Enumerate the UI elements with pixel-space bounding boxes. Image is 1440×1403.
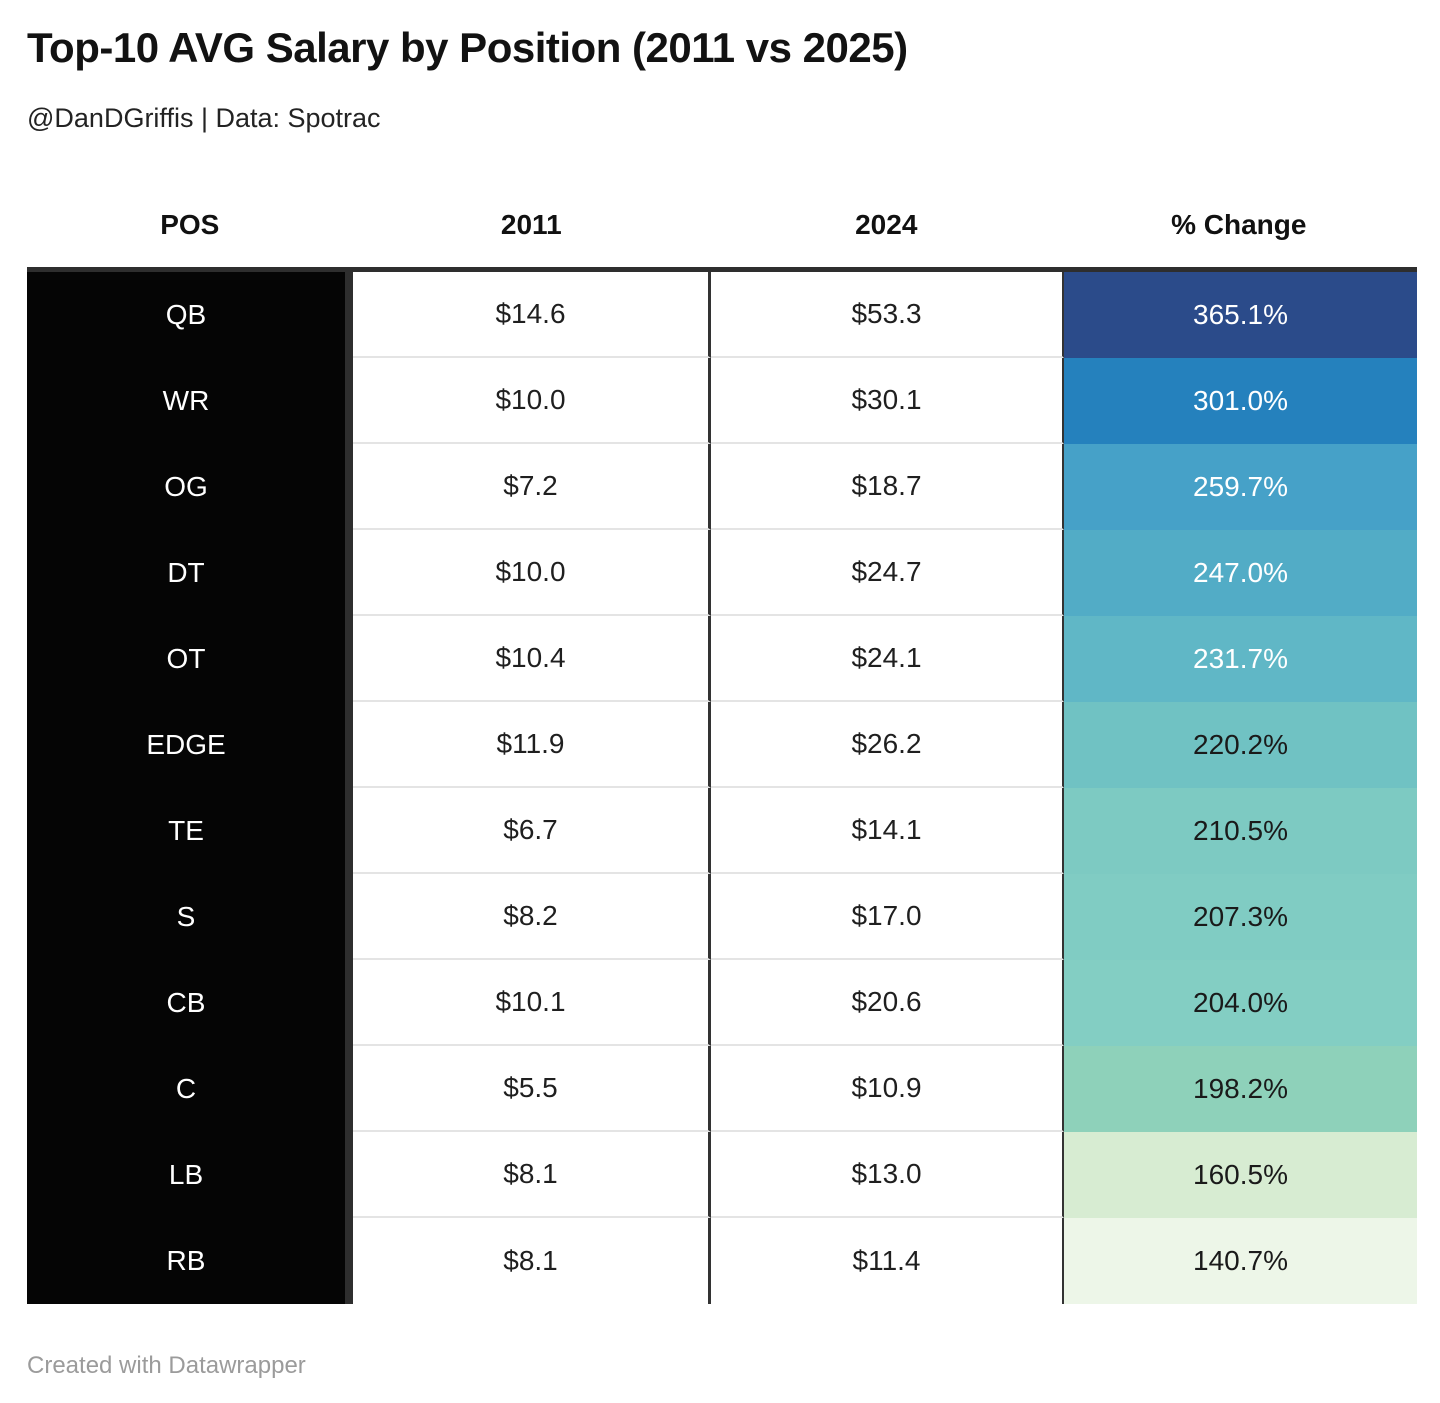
table-row: RB $8.1 $11.4 140.7% — [27, 1218, 1417, 1304]
pos-cell: WR — [27, 358, 353, 444]
salary-2011-cell: $8.1 — [353, 1132, 711, 1218]
salary-2024-cell: $30.1 — [711, 358, 1064, 444]
salary-2011-cell: $10.0 — [353, 358, 711, 444]
salary-2011-cell: $10.4 — [353, 616, 711, 702]
table-row: EDGE $11.9 $26.2 220.2% — [27, 702, 1417, 788]
pos-cell: RB — [27, 1218, 353, 1304]
pct-change-cell: 247.0% — [1064, 530, 1417, 616]
pct-change-cell: 365.1% — [1064, 272, 1417, 358]
salary-table: QB $14.6 $53.3 365.1% WR $10.0 $30.1 301… — [27, 267, 1417, 1304]
pos-cell: OG — [27, 444, 353, 530]
page-title: Top-10 AVG Salary by Position (2011 vs 2… — [27, 24, 908, 71]
salary-2024-cell: $18.7 — [711, 444, 1064, 530]
pct-change-cell: 140.7% — [1064, 1218, 1417, 1304]
salary-2011-cell: $14.6 — [353, 272, 711, 358]
pos-cell: CB — [27, 960, 353, 1046]
pos-cell: S — [27, 874, 353, 960]
table-row: TE $6.7 $14.1 210.5% — [27, 788, 1417, 874]
table-row: CB $10.1 $20.6 204.0% — [27, 960, 1417, 1046]
table-row: DT $10.0 $24.7 247.0% — [27, 530, 1417, 616]
salary-2024-cell: $20.6 — [711, 960, 1064, 1046]
page-subtitle: @DanDGriffis | Data: Spotrac — [27, 103, 381, 133]
column-header-2011: 2011 — [500, 209, 562, 240]
table-row: C $5.5 $10.9 198.2% — [27, 1046, 1417, 1132]
pos-cell: OT — [27, 616, 353, 702]
pos-cell: EDGE — [27, 702, 353, 788]
column-header-2024: 2024 — [855, 209, 918, 240]
salary-2024-cell: $10.9 — [711, 1046, 1064, 1132]
table-row: QB $14.6 $53.3 365.1% — [27, 272, 1417, 358]
salary-2024-cell: $24.1 — [711, 616, 1064, 702]
pct-change-cell: 220.2% — [1064, 702, 1417, 788]
pos-cell: C — [27, 1046, 353, 1132]
salary-2011-cell: $8.1 — [353, 1218, 711, 1304]
pct-change-cell: 160.5% — [1064, 1132, 1417, 1218]
pos-cell: LB — [27, 1132, 353, 1218]
salary-2011-cell: $10.1 — [353, 960, 711, 1046]
pct-change-cell: 259.7% — [1064, 444, 1417, 530]
column-header-pos: POS — [160, 209, 220, 240]
salary-2011-cell: $7.2 — [353, 444, 711, 530]
pct-change-cell: 210.5% — [1064, 788, 1417, 874]
pos-cell: DT — [27, 530, 353, 616]
salary-2024-cell: $14.1 — [711, 788, 1064, 874]
pct-change-cell: 301.0% — [1064, 358, 1417, 444]
salary-2024-cell: $53.3 — [711, 272, 1064, 358]
table-row: S $8.2 $17.0 207.3% — [27, 874, 1417, 960]
table-header-row: POS 2011 2024 % Change — [27, 205, 1415, 245]
salary-2011-cell: $10.0 — [353, 530, 711, 616]
table-row: OT $10.4 $24.1 231.7% — [27, 616, 1417, 702]
pos-cell: TE — [27, 788, 353, 874]
pos-cell: QB — [27, 272, 353, 358]
attribution-footer: Created with Datawrapper — [27, 1352, 306, 1379]
salary-2024-cell: $13.0 — [711, 1132, 1064, 1218]
salary-2024-cell: $24.7 — [711, 530, 1064, 616]
table-row: LB $8.1 $13.0 160.5% — [27, 1132, 1417, 1218]
salary-2024-cell: $26.2 — [711, 702, 1064, 788]
salary-2011-cell: $11.9 — [353, 702, 711, 788]
salary-2024-cell: $11.4 — [711, 1218, 1064, 1304]
salary-2011-cell: $6.7 — [353, 788, 711, 874]
table-row: WR $10.0 $30.1 301.0% — [27, 358, 1417, 444]
column-header-pct-change: % Change — [1171, 209, 1307, 240]
pct-change-cell: 198.2% — [1064, 1046, 1417, 1132]
pct-change-cell: 204.0% — [1064, 960, 1417, 1046]
pct-change-cell: 207.3% — [1064, 874, 1417, 960]
salary-2011-cell: $5.5 — [353, 1046, 711, 1132]
salary-2011-cell: $8.2 — [353, 874, 711, 960]
pct-change-cell: 231.7% — [1064, 616, 1417, 702]
salary-2024-cell: $17.0 — [711, 874, 1064, 960]
table-row: OG $7.2 $18.7 259.7% — [27, 444, 1417, 530]
